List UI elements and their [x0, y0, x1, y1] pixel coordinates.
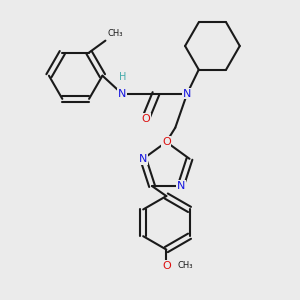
Text: N: N — [183, 88, 191, 98]
Text: N: N — [118, 88, 126, 98]
Text: CH₃: CH₃ — [178, 261, 193, 270]
Text: H: H — [119, 72, 126, 82]
Text: CH₃: CH₃ — [108, 29, 123, 38]
Text: O: O — [162, 261, 171, 271]
Text: O: O — [141, 114, 150, 124]
Text: N: N — [139, 154, 147, 164]
Text: N: N — [176, 181, 185, 191]
Text: O: O — [162, 137, 171, 147]
